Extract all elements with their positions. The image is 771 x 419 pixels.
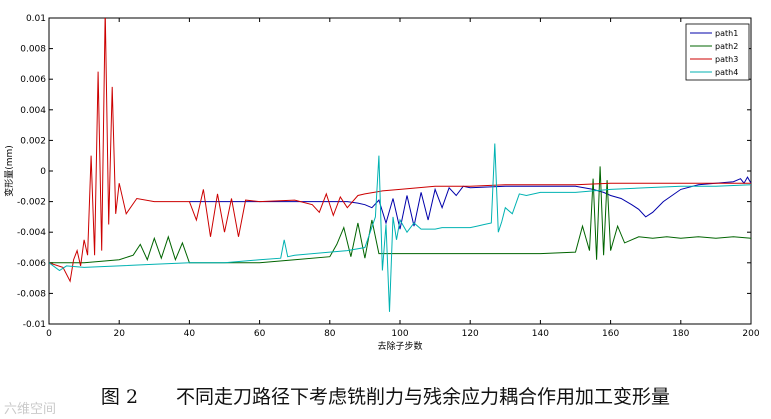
x-tick-label: 60 [254, 329, 266, 339]
y-tick-label: 0 [40, 167, 46, 177]
y-tick-label: -0.002 [17, 198, 46, 208]
x-axis-label: 去除子步数 [377, 340, 422, 352]
y-tick-label: 0.004 [20, 106, 46, 116]
x-tick-label: 160 [602, 329, 619, 339]
y-tick-label: 0.008 [20, 45, 46, 55]
watermark: 六维空间 [4, 402, 57, 417]
chart: 0 20 40 60 80 100 120 140 160 180 200 0.01 0.008 0.00… [3, 14, 760, 352]
x-tick-label: 80 [324, 329, 336, 339]
y-tick-label: 0.01 [26, 14, 46, 24]
y-tick-label: -0.008 [17, 289, 46, 299]
ticks: 0 20 40 60 80 100 120 140 160 180 200 0.01 0.008 0.00… [17, 14, 760, 339]
series-lines [49, 18, 751, 312]
series-line-path4 [49, 143, 751, 312]
x-tick-label: 20 [113, 329, 125, 339]
y-tick-label: -0.006 [17, 259, 46, 269]
x-tick-label: 120 [462, 329, 479, 339]
legend-label-path2: path2 [715, 42, 738, 51]
plot-area [48, 17, 752, 325]
legend: path1 path2 path3 path4 [685, 23, 750, 81]
legend-label-path1: path1 [715, 29, 738, 38]
figure-caption: 图 2 不同走刀路径下考虑铣削力与残余应力耦合作用加工变形量 [100, 386, 671, 408]
x-tick-label: 180 [672, 329, 689, 339]
legend-label-path4: path4 [715, 68, 738, 77]
x-tick-label: 140 [532, 329, 549, 339]
x-tick-label: 100 [391, 329, 408, 339]
y-axis-label: 变形量(mm) [3, 145, 15, 197]
y-tick-label: -0.004 [17, 228, 46, 238]
legend-label-path3: path3 [715, 55, 738, 64]
y-tick-label: 0.002 [20, 136, 46, 146]
y-tick-label: 0.006 [20, 75, 46, 85]
y-tick-label: -0.01 [23, 320, 46, 330]
series-line-path2 [49, 166, 751, 264]
series-line-path3 [49, 18, 751, 283]
x-tick-label: 0 [46, 329, 52, 339]
x-tick-label: 40 [184, 329, 196, 339]
x-tick-label: 200 [742, 329, 759, 339]
